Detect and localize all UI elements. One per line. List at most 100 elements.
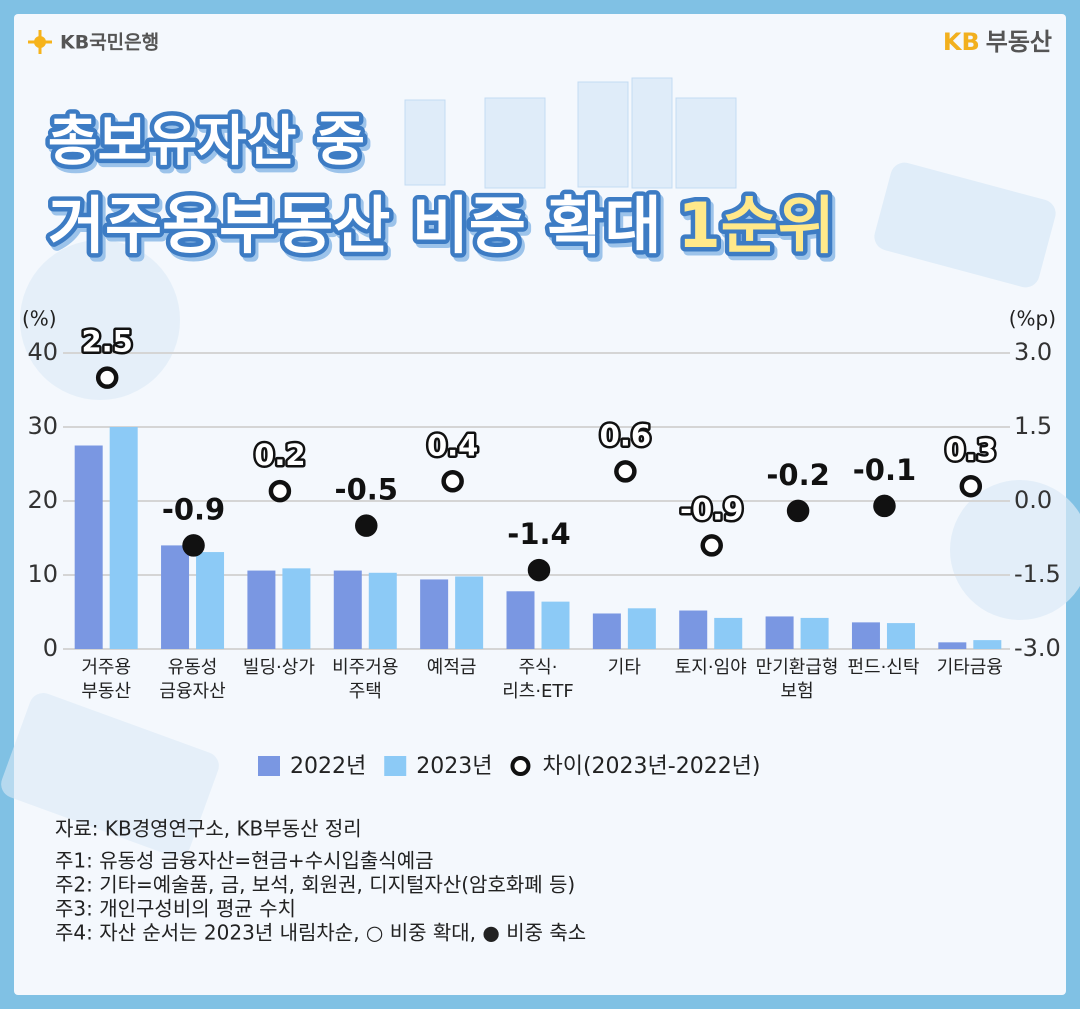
y2-tick-label: 3.0	[1014, 338, 1052, 366]
decor-building	[577, 81, 629, 188]
bar	[973, 640, 1002, 649]
legend-label: 2022년	[290, 754, 366, 779]
bar	[506, 591, 535, 649]
footnote: 주3: 개인구성비의 평균 수치	[55, 897, 296, 921]
y2-tick-label: -3.0	[1014, 634, 1061, 662]
diff-marker	[614, 460, 637, 483]
footnote: 주1: 유동성 금융자산=현금+수시입출식예금	[55, 849, 434, 873]
bank-name: KB국민은행	[60, 32, 159, 54]
diff-label: 0.6	[600, 418, 651, 452]
kb-logo-icon	[28, 30, 52, 54]
y-tick-label: 0	[43, 634, 58, 662]
bar	[851, 622, 880, 649]
diff-marker	[95, 366, 119, 389]
diff-marker	[441, 470, 464, 493]
legend-label: 2023년	[416, 754, 492, 779]
x-tick-label: 만기환급형	[756, 657, 839, 678]
diff-marker	[182, 534, 205, 557]
legend-label: 차이(2023년-2022년)	[542, 754, 760, 779]
bar	[886, 623, 915, 649]
bar	[765, 616, 794, 649]
x-tick-label: 유동성	[168, 657, 218, 678]
diff-marker	[786, 499, 810, 523]
source-note: 자료: KB경영연구소, KB부동산 정리	[55, 817, 362, 841]
bar	[161, 545, 190, 649]
legend-swatch	[258, 756, 280, 776]
footnote: 주2: 기타=예술품, 금, 보석, 회원권, 디지털자산(암호화폐 등)	[55, 873, 575, 897]
x-tick-label: 거주용	[81, 657, 131, 678]
diff-label: -0.2	[766, 458, 829, 492]
decor-bill	[1, 693, 219, 857]
bar	[196, 552, 225, 649]
bar	[714, 617, 743, 649]
bar	[938, 642, 967, 649]
bar	[455, 576, 484, 649]
bar	[247, 570, 276, 649]
bar	[420, 579, 449, 649]
bar	[541, 601, 570, 649]
background	[14, 14, 1066, 995]
x-tick-label: 예적금	[427, 657, 477, 678]
title-line2: 거주용부동산 비중 확대 1순위	[48, 189, 835, 262]
bar	[679, 610, 708, 649]
diff-label: 0.3	[945, 433, 996, 467]
x-tick-label: 기타금융	[937, 657, 1003, 678]
x-tick-label: 토지·임야	[675, 657, 747, 678]
y2-tick-label: -1.5	[1014, 560, 1061, 588]
x-tick-label: 빌딩·상가	[243, 657, 315, 678]
decor-buildings	[404, 77, 737, 189]
y-tick-label: 30	[27, 412, 58, 440]
decor-building	[404, 99, 446, 186]
bar	[333, 570, 362, 649]
decor-coin	[20, 240, 180, 400]
bar	[800, 617, 829, 649]
diff-marker	[873, 494, 896, 518]
diff-marker	[268, 479, 292, 503]
brand-kb: KB	[943, 28, 980, 56]
decor-building	[675, 97, 737, 189]
diff-label: -0.9	[162, 492, 225, 526]
x-tick-label: 주식·	[519, 657, 558, 678]
x-tick-label: 기타	[608, 657, 642, 678]
decor-bill	[874, 162, 1056, 288]
diff-label: 0.4	[427, 428, 478, 462]
diff-label: -0.1	[853, 453, 916, 487]
x-tick-label: 부동산	[81, 681, 131, 702]
y2-tick-label: 1.5	[1014, 412, 1052, 440]
y-axis-unit: (%)	[22, 307, 57, 331]
x-tick-label: 펀드·신탁	[847, 657, 919, 678]
x-tick-label: 주택	[349, 681, 382, 702]
legend-swatch	[384, 756, 407, 776]
x-tick-label: 리츠·ETF	[502, 681, 574, 702]
x-tick-label: 비주거용	[332, 657, 398, 678]
diff-label: -0.9	[680, 492, 743, 526]
decor-coin	[950, 480, 1080, 620]
x-tick-label: 금융자산	[159, 681, 225, 702]
legend-marker	[510, 756, 531, 776]
decor-building	[631, 77, 673, 189]
diff-marker	[527, 558, 551, 582]
bar	[592, 613, 621, 649]
diff-marker	[700, 534, 723, 557]
footnote: 주4: 자산 순서는 2023년 내림차순, ○ 비중 확대, ● 비중 축소	[55, 921, 586, 945]
diff-label: -0.5	[335, 473, 398, 507]
y2-tick-label: 0.0	[1014, 486, 1052, 514]
title-line1: 총보유자산 중	[48, 110, 365, 173]
brand: KB 부동산	[943, 28, 1052, 56]
decor-building	[484, 97, 546, 189]
y-tick-label: 10	[27, 560, 58, 588]
diff-marker	[959, 474, 983, 498]
diff-label: -1.4	[507, 517, 570, 551]
y-tick-label: 20	[27, 486, 58, 514]
bar	[109, 427, 138, 649]
bar	[282, 568, 311, 649]
y-tick-label: 40	[27, 338, 58, 366]
title-main: 거주용부동산 비중 확대	[48, 189, 662, 262]
bar	[627, 608, 656, 649]
bar	[74, 445, 103, 649]
diff-label: 2.5	[81, 325, 132, 359]
x-tick-label: 보험	[781, 681, 814, 702]
title-highlight: 1순위	[678, 189, 835, 262]
diff-label: 0.2	[254, 438, 305, 472]
